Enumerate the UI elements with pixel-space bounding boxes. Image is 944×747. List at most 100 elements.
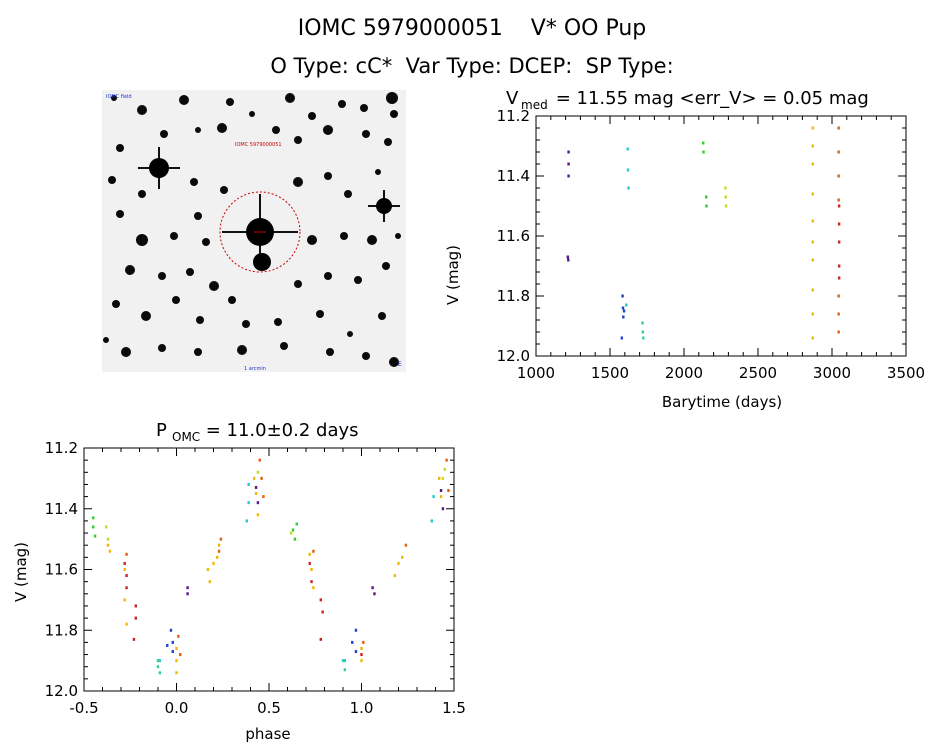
chart2-point	[125, 552, 128, 556]
chart1-xtick-label: 2500	[739, 364, 777, 382]
chart1-point	[811, 144, 814, 148]
star-48	[172, 296, 180, 304]
chart2-point	[247, 501, 250, 505]
chart2-point	[404, 543, 408, 547]
chart2-point	[92, 525, 95, 529]
star-57	[194, 348, 202, 356]
star-40	[209, 281, 219, 291]
chart2-point	[208, 580, 211, 584]
star-61	[362, 352, 370, 360]
chart2-point	[179, 653, 182, 657]
image-label-bottom: 1 arcmin	[244, 366, 266, 372]
chart2-point	[186, 592, 189, 596]
bright-star-left	[138, 147, 180, 189]
chart2-point	[132, 637, 136, 641]
chart2-point	[125, 574, 128, 578]
star-32	[202, 238, 210, 246]
star-12	[195, 127, 201, 133]
chart1-point	[811, 219, 814, 223]
chart2-point	[310, 568, 313, 571]
chart1-point	[811, 288, 814, 292]
chart1-point	[837, 198, 840, 202]
chart1-point	[567, 150, 570, 154]
chart2-point	[175, 659, 178, 663]
chart2-point	[397, 561, 400, 565]
chart2-point	[360, 653, 363, 657]
chart1-point	[837, 150, 840, 154]
chart2-ytick-label: 11.6	[45, 561, 78, 579]
chart1-point	[621, 294, 624, 298]
chart2-point	[310, 580, 313, 584]
page-subtitle: O Type: cC* Var Type: DCEP: SP Type:	[270, 54, 674, 78]
star-30	[170, 232, 178, 240]
chart2-point	[447, 489, 450, 493]
chart2-xtick-label: -0.5	[69, 699, 98, 717]
chart1-xtick-label: 1000	[517, 364, 555, 382]
chart2-point	[295, 522, 298, 526]
chart1-point	[702, 150, 705, 154]
star-21	[138, 190, 146, 198]
star-7	[360, 104, 368, 112]
chart2-point	[351, 640, 354, 644]
chart1-point	[705, 195, 708, 199]
chart2-point	[319, 637, 322, 641]
chart2-point	[360, 646, 363, 650]
chart1-xtick-label: 3500	[887, 364, 925, 382]
chart2-point	[206, 568, 210, 571]
chart2-ytick-label: 12.0	[45, 682, 78, 700]
chart1-point	[626, 168, 630, 172]
chart2-point	[293, 537, 297, 541]
chart2-point	[262, 495, 265, 499]
star-11	[160, 130, 168, 138]
chart1-plot-frame	[535, 115, 907, 357]
chart1-point	[642, 336, 645, 340]
chart2-point	[217, 549, 221, 553]
page-title: IOMC 5979000051 V* OO Pup	[297, 16, 647, 41]
star-63	[103, 337, 109, 343]
chart2-point	[443, 467, 446, 471]
chart2-ytick-label: 11.2	[45, 439, 78, 457]
chart2-point	[362, 640, 365, 644]
star-18	[362, 130, 370, 138]
star-45	[382, 262, 390, 270]
chart1-point	[641, 321, 644, 325]
chart2-point	[212, 561, 215, 565]
chart2-point	[341, 659, 345, 663]
chart2-point	[156, 665, 160, 669]
chart1-ylabel: V (mag)	[444, 245, 462, 305]
chart1-points	[566, 126, 841, 340]
star-10	[116, 144, 124, 152]
chart2-point	[186, 586, 189, 590]
bright-star-right	[368, 190, 400, 222]
chart2-point	[432, 495, 435, 499]
chart2-ytick-label: 11.4	[45, 500, 78, 518]
star-52	[316, 310, 324, 318]
chart1-point	[567, 258, 570, 262]
chart1-xtick-label: 3000	[813, 364, 851, 382]
chart1-point	[811, 192, 814, 196]
chart2-point	[247, 482, 250, 486]
star-14	[249, 111, 255, 117]
chart2-point	[108, 549, 112, 553]
chart2-point	[308, 561, 311, 565]
chart2-point	[216, 555, 219, 559]
chart1-point	[621, 306, 625, 310]
star-2	[179, 95, 189, 105]
chart1-point	[837, 222, 841, 226]
star-26	[344, 190, 352, 198]
chart1-point	[837, 294, 840, 298]
star-field-svg: IOMC field IOMC 5979000051 1 arcmin E	[102, 90, 406, 372]
star-23	[220, 186, 228, 194]
lightcurve-phase-chart: P OMC = 11.0±0.2 days -0.5 0.0 0.5 1.0 1.5 11…	[12, 420, 466, 743]
chart2-points	[92, 458, 450, 675]
image-label-east: E	[398, 361, 402, 368]
star-5	[308, 112, 316, 120]
star-points	[103, 92, 401, 367]
chart2-xtick-label: 0.0	[165, 699, 189, 717]
star-58	[237, 345, 247, 355]
chart2-point	[134, 616, 137, 620]
star-field-image: IOMC field IOMC 5979000051 1 arcmin E	[102, 90, 406, 372]
star-8	[386, 92, 398, 104]
chart1-point	[837, 312, 840, 316]
chart1-point	[811, 258, 814, 262]
